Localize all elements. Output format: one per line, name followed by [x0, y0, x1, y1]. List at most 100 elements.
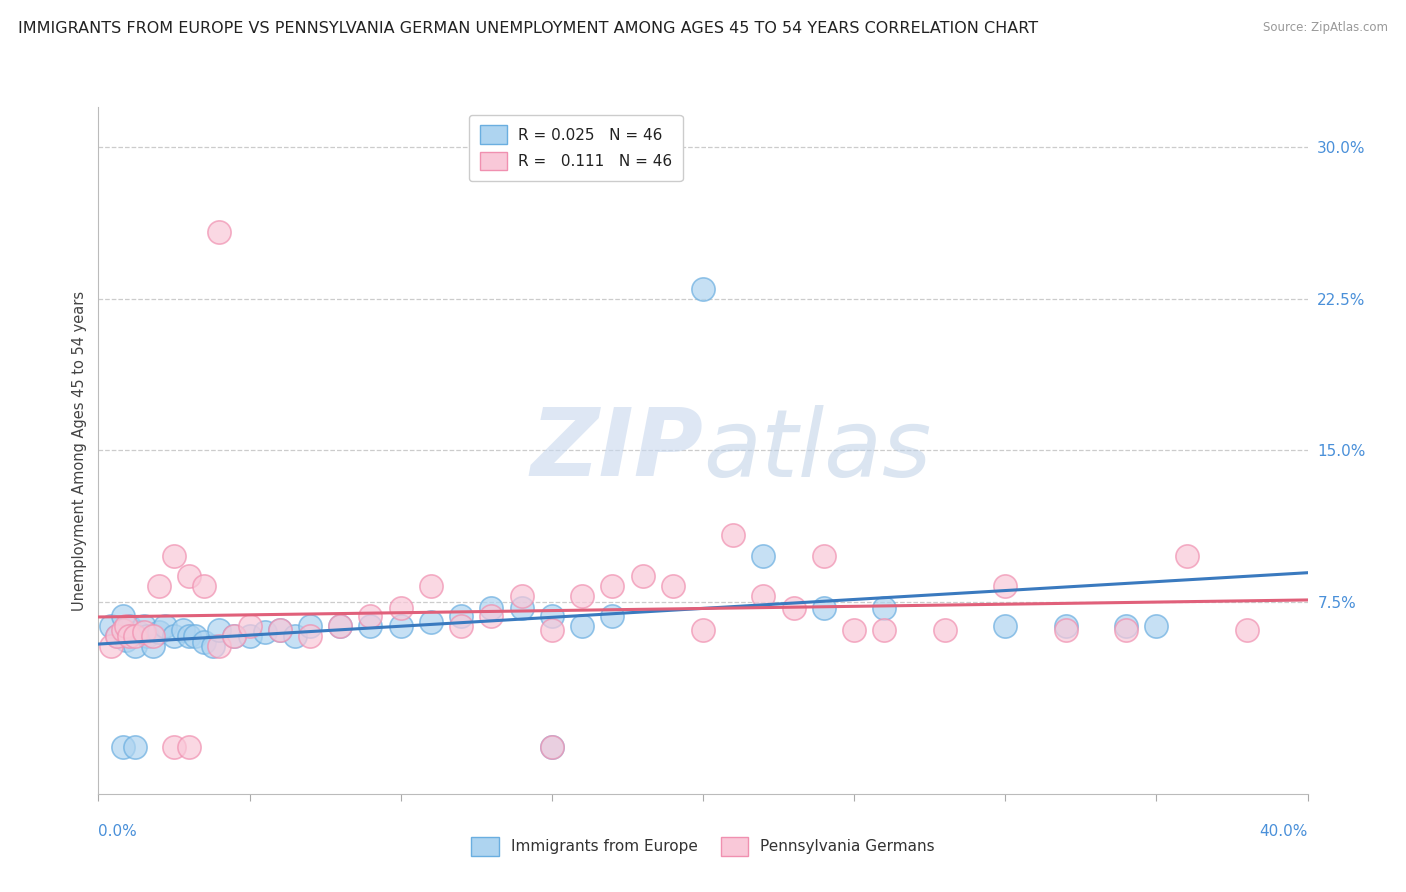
Point [631, 568, 654, 582]
Point [142, 629, 165, 643]
Point [105, 629, 128, 643]
Point [723, 528, 745, 542]
Point [1175, 549, 1198, 563]
Point [224, 629, 246, 643]
Point [202, 640, 225, 654]
Point [114, 633, 136, 648]
Point [127, 625, 149, 640]
Point [1144, 619, 1167, 633]
Point [450, 609, 472, 624]
Point [193, 635, 215, 649]
Text: ZIP: ZIP [530, 404, 703, 497]
Point [571, 619, 593, 633]
Point [1115, 619, 1137, 633]
Point [844, 624, 866, 638]
Point [208, 225, 231, 239]
Point [184, 629, 207, 643]
Point [163, 629, 186, 643]
Point [100, 640, 122, 654]
Point [132, 619, 155, 633]
Point [813, 601, 835, 615]
Legend: Immigrants from Europe, Pennsylvania Germans: Immigrants from Europe, Pennsylvania Ger… [465, 831, 941, 862]
Point [124, 629, 146, 643]
Point [148, 579, 170, 593]
Point [510, 589, 533, 603]
Point [124, 740, 146, 755]
Point [193, 579, 215, 593]
Point [148, 625, 170, 640]
Point [540, 740, 562, 755]
Point [142, 640, 165, 654]
Point [329, 619, 352, 633]
Text: Source: ZipAtlas.com: Source: ZipAtlas.com [1263, 21, 1388, 35]
Text: 40.0%: 40.0% [1260, 824, 1308, 839]
Point [269, 624, 291, 638]
Point [360, 619, 382, 633]
Point [1054, 624, 1077, 638]
Point [179, 629, 201, 643]
Text: 0.0%: 0.0% [98, 824, 138, 839]
Point [105, 629, 128, 643]
Point [172, 624, 194, 638]
Point [873, 624, 896, 638]
Text: IMMIGRANTS FROM EUROPE VS PENNSYLVANIA GERMAN UNEMPLOYMENT AMONG AGES 45 TO 54 Y: IMMIGRANTS FROM EUROPE VS PENNSYLVANIA G… [18, 21, 1039, 37]
Point [571, 589, 593, 603]
Point [420, 615, 443, 630]
Point [510, 601, 533, 615]
Point [118, 619, 141, 633]
Point [450, 619, 472, 633]
Point [481, 601, 503, 615]
Point [284, 629, 307, 643]
Point [692, 282, 714, 296]
Point [1236, 624, 1258, 638]
Point [208, 624, 231, 638]
Point [994, 619, 1017, 633]
Point [813, 549, 835, 563]
Point [661, 579, 683, 593]
Point [389, 601, 412, 615]
Point [692, 624, 714, 638]
Point [239, 619, 262, 633]
Point [118, 629, 141, 643]
Point [111, 609, 134, 624]
Point [153, 619, 176, 633]
Point [1054, 619, 1077, 633]
Point [752, 549, 775, 563]
Y-axis label: Unemployment Among Ages 45 to 54 years: Unemployment Among Ages 45 to 54 years [72, 291, 87, 610]
Point [224, 629, 246, 643]
Point [783, 601, 806, 615]
Point [1115, 624, 1137, 638]
Point [299, 619, 322, 633]
Point [124, 640, 146, 654]
Point [132, 625, 155, 640]
Point [114, 619, 136, 633]
Point [299, 629, 322, 643]
Point [111, 740, 134, 755]
Point [100, 619, 122, 633]
Point [253, 625, 276, 640]
Point [163, 549, 186, 563]
Point [269, 624, 291, 638]
Point [208, 640, 231, 654]
Point [540, 740, 562, 755]
Point [752, 589, 775, 603]
Point [329, 619, 352, 633]
Point [602, 579, 624, 593]
Point [481, 609, 503, 624]
Point [239, 629, 262, 643]
Point [179, 568, 201, 582]
Point [360, 609, 382, 624]
Point [934, 624, 956, 638]
Text: atlas: atlas [703, 405, 931, 496]
Point [540, 624, 562, 638]
Point [389, 619, 412, 633]
Point [873, 601, 896, 615]
Point [602, 609, 624, 624]
Point [163, 740, 186, 755]
Point [540, 609, 562, 624]
Point [135, 629, 157, 643]
Point [179, 740, 201, 755]
Point [994, 579, 1017, 593]
Point [420, 579, 443, 593]
Point [111, 624, 134, 638]
